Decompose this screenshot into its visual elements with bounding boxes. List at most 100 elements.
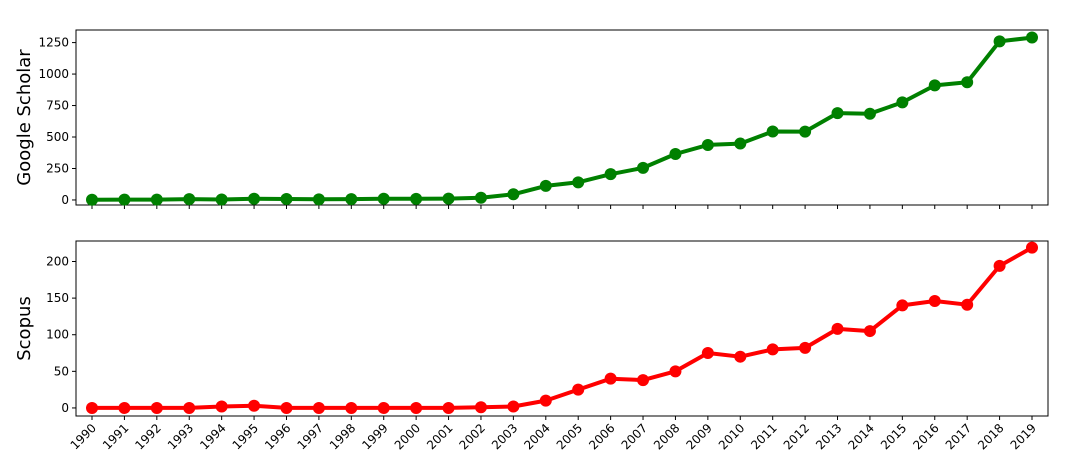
y-tick-label: 1250 — [38, 36, 69, 50]
data-point — [863, 325, 876, 338]
data-point — [507, 400, 520, 413]
data-point — [637, 374, 650, 387]
plot-frame — [75, 29, 1049, 206]
series-line — [90, 245, 1034, 410]
data-point — [86, 401, 98, 414]
y-tick-label: 750 — [46, 99, 69, 113]
data-point — [993, 259, 1006, 272]
x-tick-label: 2008 — [651, 421, 682, 452]
y-tick-label: 100 — [46, 328, 69, 342]
data-point — [118, 193, 131, 206]
data-point — [863, 107, 876, 120]
data-point — [377, 401, 390, 414]
data-point — [961, 76, 974, 89]
data-point — [345, 401, 358, 414]
data-point — [766, 125, 779, 138]
data-point — [701, 138, 714, 151]
data-point — [474, 401, 487, 414]
data-point — [377, 192, 390, 205]
x-tick-label: 2016 — [910, 421, 941, 452]
data-point — [474, 191, 487, 204]
data-point — [183, 401, 196, 414]
x-tick-label: 1992 — [132, 421, 163, 452]
data-point — [669, 148, 682, 161]
data-point — [831, 322, 844, 335]
x-tick-label: 2011 — [748, 421, 779, 452]
x-tick-label: 2003 — [489, 421, 520, 452]
data-point — [183, 193, 196, 206]
data-point — [831, 107, 844, 120]
x-tick-label: 1999 — [359, 421, 390, 452]
data-point — [604, 168, 617, 181]
x-tick-label: 1994 — [197, 421, 228, 452]
data-point — [410, 192, 423, 205]
data-point — [150, 193, 163, 206]
data-point — [1026, 241, 1038, 254]
data-point — [150, 401, 163, 414]
data-point — [1026, 31, 1038, 44]
data-point — [701, 347, 714, 360]
x-tick-label: 2019 — [1008, 421, 1039, 452]
data-point — [215, 400, 228, 413]
x-tick-label: 1991 — [100, 421, 131, 452]
data-point — [799, 341, 812, 354]
data-point — [442, 192, 455, 205]
x-tick-label: 2013 — [813, 421, 844, 452]
data-point — [312, 401, 325, 414]
y-tick-label: 250 — [46, 161, 69, 175]
series-line — [90, 35, 1034, 202]
data-point — [572, 383, 585, 396]
x-tick-label: 2004 — [521, 421, 552, 452]
data-point — [280, 401, 293, 414]
x-tick-label: 2018 — [975, 421, 1006, 452]
data-point — [572, 176, 585, 189]
y-axis-title: Scopus — [14, 296, 35, 361]
data-point — [734, 137, 747, 150]
x-tick-label: 2000 — [392, 421, 423, 452]
x-tick-label: 2005 — [554, 421, 585, 452]
data-point — [669, 365, 682, 378]
x-tick-label: 1996 — [262, 421, 293, 452]
data-point — [118, 401, 131, 414]
y-tick-label: 0 — [61, 401, 69, 415]
data-point — [604, 372, 617, 385]
x-tick-label: 2012 — [781, 421, 812, 452]
x-tick-label: 1990 — [68, 421, 99, 452]
x-tick-label: 2010 — [716, 421, 747, 452]
data-point — [896, 96, 909, 109]
x-tick-label: 1997 — [294, 421, 325, 452]
x-tick-label: 2007 — [619, 421, 650, 452]
data-point — [248, 192, 261, 205]
y-tick-label: 150 — [46, 291, 69, 305]
data-point — [799, 125, 812, 138]
data-point — [539, 179, 552, 192]
chart-panel-2: 0 50 100 150 200 1990 1991 1992 1993 1994 1995 1996… — [14, 240, 1049, 452]
data-point — [896, 299, 909, 312]
x-tick-label: 2017 — [943, 421, 974, 452]
y-tick-label: 200 — [46, 255, 69, 269]
data-point — [637, 161, 650, 174]
data-point — [961, 298, 974, 311]
data-point — [928, 79, 941, 92]
y-tick-label: 1000 — [38, 67, 69, 81]
data-point — [928, 295, 941, 308]
x-tick-label: 2009 — [683, 421, 714, 452]
data-point — [993, 35, 1006, 48]
data-point — [345, 193, 358, 206]
y-axis-title: Google Scholar — [14, 49, 35, 186]
data-point — [766, 343, 779, 356]
data-point — [248, 399, 261, 412]
data-point — [410, 401, 423, 414]
data-point — [507, 188, 520, 201]
x-tick-label: 2006 — [586, 421, 617, 452]
data-point — [442, 401, 455, 414]
data-point — [312, 193, 325, 206]
x-tick-label: 2014 — [846, 421, 877, 452]
x-tick-label: 2002 — [457, 421, 488, 452]
x-tick-label: 2015 — [878, 421, 909, 452]
data-point — [86, 193, 98, 206]
data-point — [539, 394, 552, 407]
